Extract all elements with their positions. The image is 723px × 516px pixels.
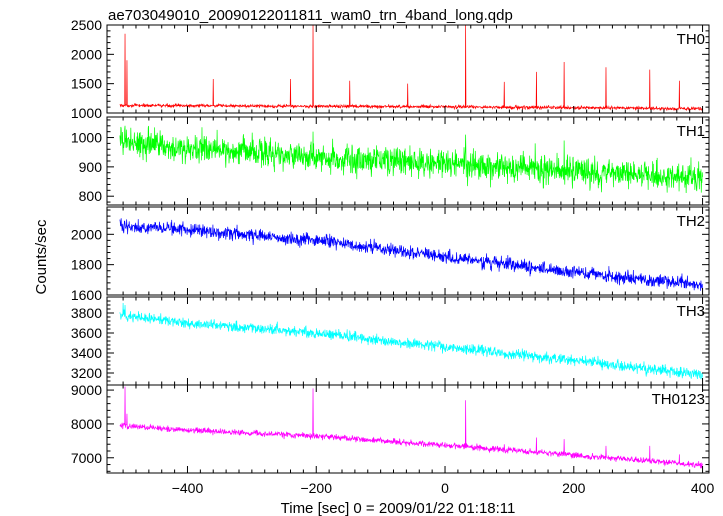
y-tick-label: 1600 xyxy=(71,287,102,303)
panel-th2: 1600 1800 2000 TH2 xyxy=(71,206,710,303)
y-tick-label: 1000 xyxy=(71,130,102,146)
series-th0 xyxy=(119,25,703,112)
panel-frame xyxy=(106,384,710,474)
panel-th0: 1000 1500 2000 2500 TH0 xyxy=(71,17,710,121)
y-tick-label: 8000 xyxy=(71,416,102,432)
panel-label: TH2 xyxy=(677,213,705,230)
panel-th1: 800 900 1000 TH1 xyxy=(71,116,710,206)
series-th1 xyxy=(119,125,703,193)
panel-th0123: 7000 8000 9000 TH0123 xyxy=(71,382,710,474)
panel-label: TH1 xyxy=(677,123,705,140)
panel-label: TH3 xyxy=(677,303,705,320)
y-tick-label: 2000 xyxy=(71,46,102,62)
panel-th3: 3200 3400 3600 3800 TH3 xyxy=(71,296,710,386)
panels: 1000 1500 2000 2500 TH0 800 900 1000 TH1 1600 1800… xyxy=(71,17,710,474)
y-tick-label: 1500 xyxy=(71,76,102,92)
series-th2 xyxy=(119,218,703,291)
x-tick-label: −400 xyxy=(172,480,204,496)
y-axis-label: Counts/sec xyxy=(33,219,50,295)
y-tick-label: 9000 xyxy=(71,382,102,398)
y-tick-label: 2500 xyxy=(71,17,102,33)
x-tick-label: 400 xyxy=(691,480,715,496)
y-tick-label: 1800 xyxy=(71,257,102,273)
y-tick-label: 3800 xyxy=(71,305,102,321)
panel-frame xyxy=(106,24,710,114)
x-tick-label: 200 xyxy=(562,480,586,496)
y-tick-label: 2000 xyxy=(71,226,102,242)
y-tick-label: 3600 xyxy=(71,325,102,341)
y-tick-label: 3400 xyxy=(71,345,102,361)
y-tick-label: 7000 xyxy=(71,450,102,466)
series-th0123 xyxy=(119,386,703,469)
y-tick-label: 800 xyxy=(79,188,103,204)
x-tick-label: −200 xyxy=(300,480,332,496)
x-axis-label: Time [sec] 0 = 2009/01/22 01:18:11 xyxy=(281,500,516,516)
chart-title: ae703049010_20090122011811_wam0_trn_4ban… xyxy=(108,7,513,24)
y-tick-label: 3200 xyxy=(71,365,102,381)
panel-label: TH0 xyxy=(677,31,705,48)
y-tick-label: 1000 xyxy=(71,105,102,121)
y-tick-label: 900 xyxy=(79,159,103,175)
panel-frame xyxy=(106,206,710,296)
x-tick-label: 0 xyxy=(441,480,449,496)
panel-label: TH0123 xyxy=(652,391,705,408)
series-th3 xyxy=(119,302,703,380)
x-axis: −400 −200 0 200 400 xyxy=(172,480,715,496)
